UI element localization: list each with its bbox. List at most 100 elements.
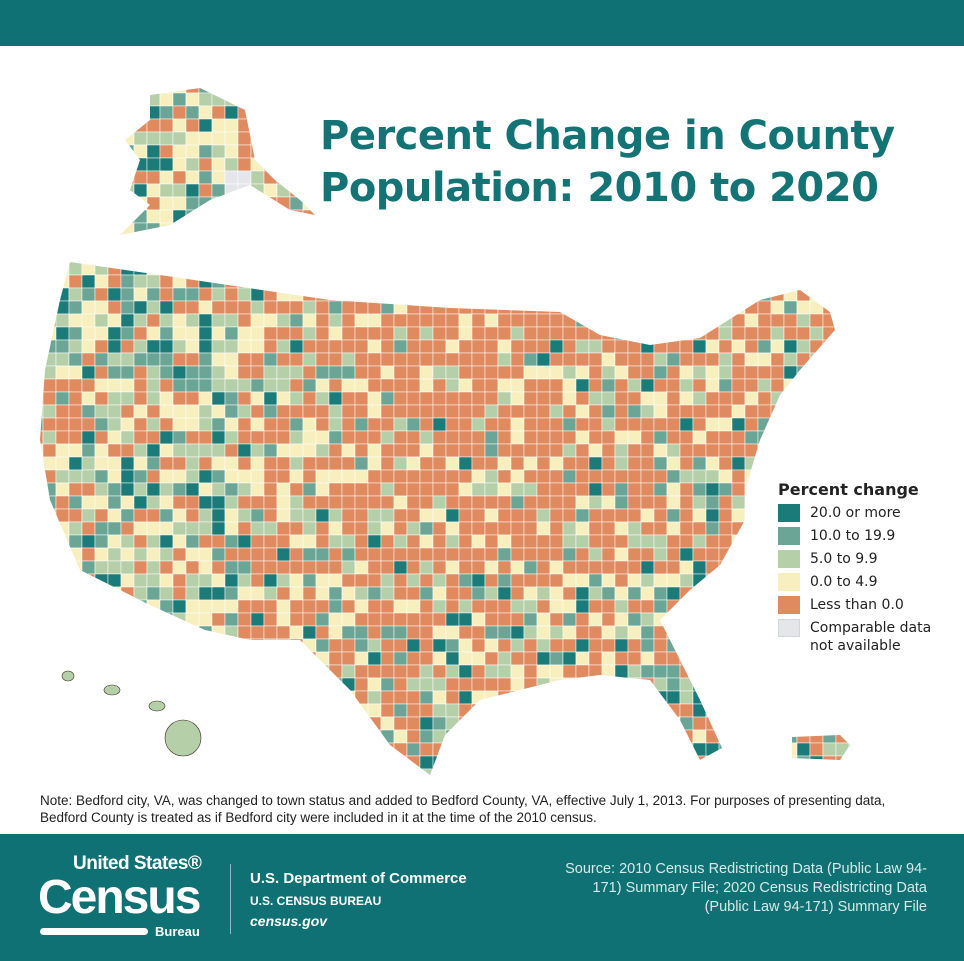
- county-cell: [55, 209, 70, 224]
- county-cell: [588, 235, 603, 250]
- county-cell: [42, 287, 57, 302]
- county-cell: [81, 170, 96, 185]
- county-cell: [536, 88, 551, 94]
- county-cell: [744, 144, 759, 159]
- county-cell: [458, 664, 473, 679]
- county-cell: [315, 547, 330, 562]
- county-cell: [536, 547, 551, 562]
- county-cell: [510, 209, 525, 224]
- county-cell: [81, 443, 96, 458]
- county-cell: [393, 690, 408, 705]
- county-cell: [510, 573, 525, 588]
- county-cell: [601, 703, 616, 718]
- county-cell: [40, 131, 44, 146]
- county-cell: [536, 118, 551, 133]
- county-cell: [835, 92, 850, 107]
- county-cell: [601, 313, 616, 328]
- county-cell: [42, 352, 57, 367]
- county-cell: [640, 391, 655, 406]
- county-cell: [146, 326, 161, 341]
- county-cell: [744, 560, 759, 575]
- county-cell: [666, 313, 681, 328]
- county-cell: [393, 664, 408, 679]
- county-cell: [692, 690, 707, 705]
- county-cell: [575, 664, 590, 679]
- county-cell: [315, 378, 330, 393]
- county-cell: [237, 157, 252, 172]
- county-cell: [289, 274, 304, 289]
- county-cell: [770, 235, 785, 250]
- county-cell: [185, 456, 200, 471]
- county-cell: [744, 768, 759, 775]
- county-cell: [718, 755, 733, 770]
- county-cell: [432, 235, 447, 250]
- county-cell: [627, 391, 642, 406]
- county-cell: [653, 573, 668, 588]
- county-cell: [471, 716, 486, 731]
- county-cell: [445, 495, 460, 510]
- county-cell: [146, 339, 161, 354]
- county-cell: [692, 170, 707, 185]
- county-cell: [484, 157, 499, 172]
- county-cell: [692, 352, 707, 367]
- county-cell: [263, 313, 278, 328]
- county-cell: [445, 326, 460, 341]
- county-cell: [159, 534, 174, 549]
- county-cell: [406, 287, 421, 302]
- county-cell: [406, 313, 421, 328]
- county-cell: [55, 144, 70, 159]
- county-cell: [666, 508, 681, 523]
- county-cell: [419, 144, 434, 159]
- county-cell: [211, 560, 226, 575]
- county-cell: [107, 599, 122, 614]
- county-cell: [302, 417, 317, 432]
- county-cell: [289, 222, 304, 237]
- county-cell: [68, 729, 83, 744]
- county-cell: [536, 586, 551, 601]
- county-cell: [783, 88, 798, 94]
- county-cell: [549, 625, 564, 640]
- county-cell: [94, 664, 109, 679]
- census-logo[interactable]: United States® Census Bureau: [38, 854, 218, 942]
- county-cell: [770, 209, 785, 224]
- county-cell: [172, 196, 187, 211]
- county-cell: [510, 430, 525, 445]
- county-cell: [367, 703, 382, 718]
- county-cell: [276, 105, 291, 120]
- county-cell: [315, 651, 330, 666]
- county-cell: [315, 625, 330, 640]
- county-cell: [627, 235, 642, 250]
- county-cell: [510, 144, 525, 159]
- county-cell: [289, 417, 304, 432]
- county-cell: [341, 664, 356, 679]
- county-cell: [302, 300, 317, 315]
- county-cell: [289, 768, 304, 775]
- website-link[interactable]: census.gov: [250, 913, 328, 929]
- county-cell: [432, 651, 447, 666]
- county-cell: [484, 443, 499, 458]
- county-cell: [601, 508, 616, 523]
- county-cell: [653, 625, 668, 640]
- county-cell: [679, 417, 694, 432]
- county-cell: [224, 391, 239, 406]
- county-cell: [432, 144, 447, 159]
- county-cell: [588, 677, 603, 692]
- county-cell: [68, 651, 83, 666]
- county-cell: [653, 716, 668, 731]
- county-cell: [328, 352, 343, 367]
- county-cell: [419, 274, 434, 289]
- county-cell: [172, 352, 187, 367]
- county-cell: [81, 144, 96, 159]
- county-cell: [458, 469, 473, 484]
- county-cell: [159, 313, 174, 328]
- county-cell: [198, 430, 213, 445]
- county-cell: [679, 768, 694, 775]
- county-cell: [40, 339, 44, 354]
- county-cell: [263, 287, 278, 302]
- county-cell: [329, 782, 342, 791]
- county-cell: [627, 469, 642, 484]
- county-cell: [601, 235, 616, 250]
- county-cell: [640, 508, 655, 523]
- county-cell: [497, 456, 512, 471]
- county-cell: [289, 157, 304, 172]
